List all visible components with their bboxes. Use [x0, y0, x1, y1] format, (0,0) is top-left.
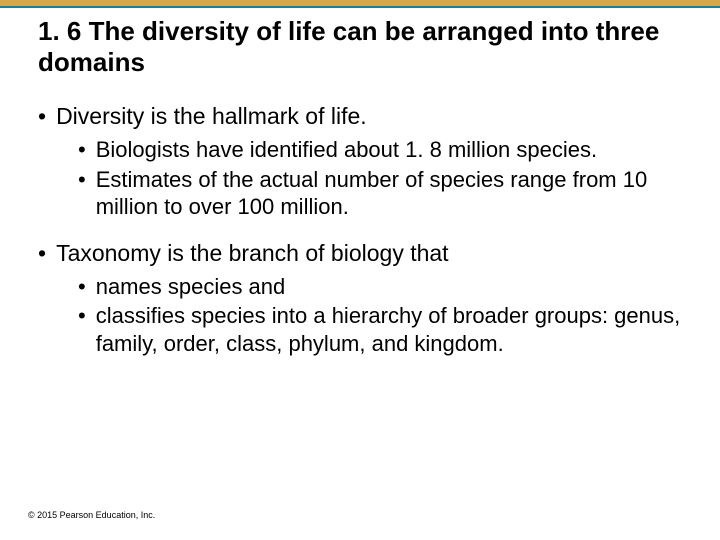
divider-line: [0, 6, 720, 8]
bullet-level2: • Biologists have identified about 1. 8 …: [28, 136, 692, 164]
bullet-dot: •: [78, 166, 86, 221]
bullet-dot: •: [78, 302, 86, 357]
bullet-text: Biologists have identified about 1. 8 mi…: [96, 136, 597, 164]
bullet-text: names species and: [96, 273, 286, 301]
bullet-dot: •: [78, 136, 86, 164]
bullet-text: Estimates of the actual number of specie…: [96, 166, 692, 221]
slide-title: 1. 6 The diversity of life can be arrang…: [28, 16, 692, 78]
slide-content: 1. 6 The diversity of life can be arrang…: [0, 16, 720, 357]
bullet-level1: • Diversity is the hallmark of life.: [28, 102, 692, 132]
bullet-level1: • Taxonomy is the branch of biology that: [28, 239, 692, 269]
bullet-level2: • Estimates of the actual number of spec…: [28, 166, 692, 221]
bullet-dot: •: [38, 102, 46, 132]
bullet-text: Taxonomy is the branch of biology that: [56, 239, 449, 269]
bullet-text: Diversity is the hallmark of life.: [56, 102, 367, 132]
bullet-dot: •: [78, 273, 86, 301]
bullet-text: classifies species into a hierarchy of b…: [96, 302, 692, 357]
bullet-dot: •: [38, 239, 46, 269]
bullet-level2: • classifies species into a hierarchy of…: [28, 302, 692, 357]
copyright-text: © 2015 Pearson Education, Inc.: [28, 510, 155, 520]
bullet-level2: • names species and: [28, 273, 692, 301]
